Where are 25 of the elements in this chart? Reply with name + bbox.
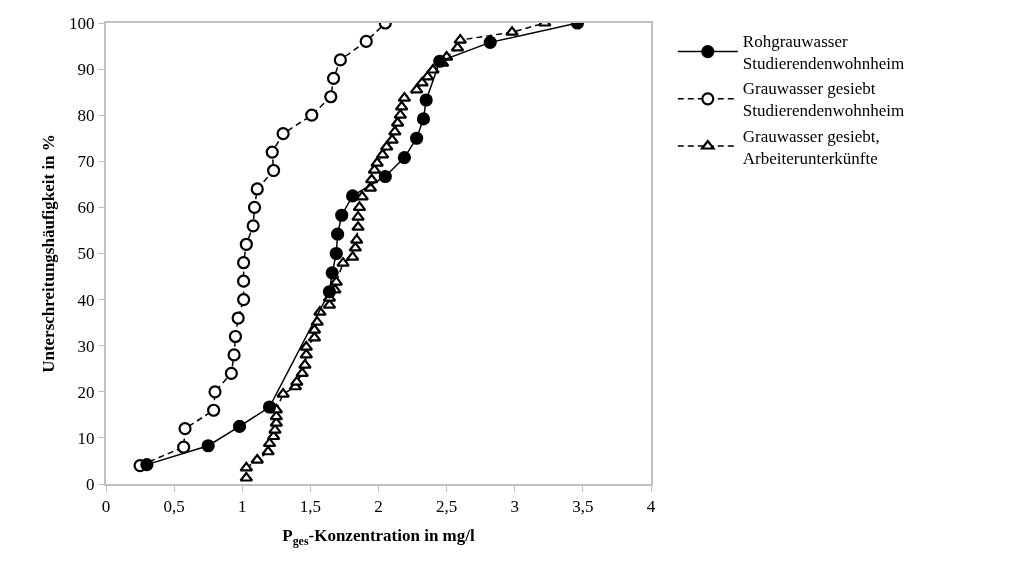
x-tick-label: 3,5 xyxy=(572,497,594,517)
legend-label: Grauwasser gesiebt, Arbeiterunterkünfte xyxy=(742,126,880,168)
y-axis-title: Unterschreitungshäufigkeit in % xyxy=(39,134,59,373)
y-tick-label: 60 xyxy=(77,198,95,218)
legend-label: Rohgrauwasser Studierendenwohnheim xyxy=(742,32,905,74)
y-tick-label: 80 xyxy=(77,106,95,126)
y-tick-label: 10 xyxy=(77,428,95,448)
y-tick-label: 20 xyxy=(77,382,95,402)
y-tick-label: 90 xyxy=(77,60,95,80)
y-tick-label: 70 xyxy=(77,152,95,172)
x-tick-label: 4 xyxy=(646,497,656,517)
x-tick-label: 2 xyxy=(374,497,383,517)
x-tick-label: 1 xyxy=(238,497,247,517)
legend-label: Grauwasser gesiebt Studierendenwohnheim xyxy=(742,79,905,121)
x-tick-label: 1,5 xyxy=(299,497,322,517)
y-tick-label: 100 xyxy=(69,13,95,33)
y-tick-label: 40 xyxy=(77,290,95,310)
y-tick-label: 30 xyxy=(77,336,95,356)
x-axis-title: P$_{ges}$-Konzentration in mg/l xyxy=(282,526,476,548)
x-tick-label: 3 xyxy=(510,497,519,517)
y-tick-label: 0 xyxy=(86,474,95,494)
x-tick-label: 0,5 xyxy=(163,497,185,517)
y-tick-label: 50 xyxy=(77,244,95,264)
x-tick-label: 0 xyxy=(101,497,111,517)
x-tick-label: 2,5 xyxy=(436,497,458,517)
